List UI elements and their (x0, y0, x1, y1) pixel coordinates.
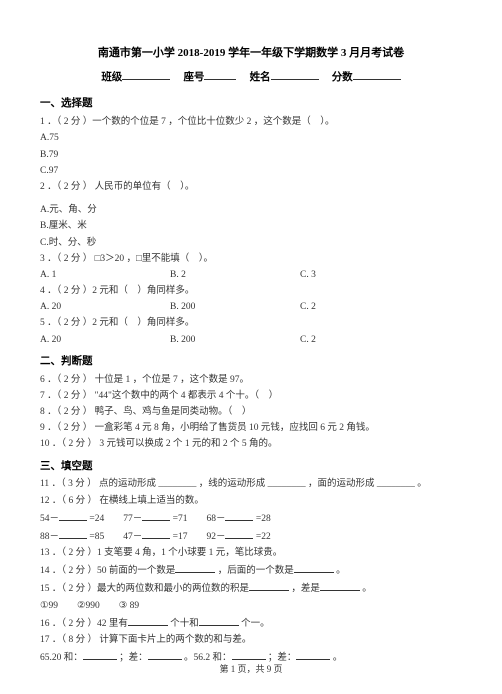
b (142, 528, 170, 539)
section-1-heading: 一、选择题 (40, 96, 462, 113)
q5-opts: A. 20 B. 200 C. 2 (40, 333, 462, 348)
b (294, 562, 334, 573)
q3-opt-c: C. 3 (300, 268, 316, 283)
q2-stem: 2 ．（ 2 分 ） 人民币的单位有（ ）。 (40, 180, 462, 195)
b (148, 649, 182, 660)
seat-blank (204, 69, 236, 80)
seat-label: 座号 (183, 72, 204, 83)
t: =71 68－ (173, 514, 226, 524)
q1-opt-b: B.79 (40, 148, 462, 163)
b (232, 649, 266, 660)
q3-opt-b: B. 2 (170, 268, 300, 283)
q4-stem: 4 ．（ 2 分 ）2 元和（ ）角同样多。 (40, 284, 462, 299)
q9: 9 ．（ 2 分 ） 一盒彩笔 4 元 8 角，小明给了售货员 10 元钱，应找… (40, 421, 462, 436)
b (59, 510, 87, 521)
class-blank (122, 69, 170, 80)
q8: 8 ．（ 2 分 ） 鸭子、鸟、鸡与鱼是同类动物。（ ） (40, 405, 462, 420)
t: 个十和 (170, 619, 199, 629)
b (199, 615, 239, 626)
q5-opt-b: B. 200 (170, 333, 300, 348)
q15: 15 ．（ 2 分 ）最大的两位数和最小的两位数的积是 ，差是 。 (40, 580, 462, 597)
q2-opt-c: C.时、分、秒 (40, 236, 462, 251)
b (320, 580, 360, 591)
q10: 10 ．（ 2 分 ） 3 元钱可以换成 2 个 1 元的和 2 个 5 角的。 (40, 437, 462, 452)
section-2-heading: 二、判断题 (40, 354, 462, 371)
q7: 7 ．（ 2 分 ） "44"这个数中的两个 4 都表示 4 个十。（ ） (40, 389, 462, 404)
section-3-heading: 三、填空题 (40, 459, 462, 476)
t: =22 (256, 532, 271, 542)
t: 88－ (40, 532, 59, 542)
q15-opts: ①99 ②990 ③ 89 (40, 599, 462, 614)
t: 个一。 (241, 619, 270, 629)
q2-opt-a: A.元、角、分 (40, 203, 462, 218)
q5-stem: 5 ．（ 2 分 ）2 元和（ ）角同样多。 (40, 316, 462, 331)
q12a: 12 ．（ 6 分 ） 在横线上填上适当的数。 (40, 494, 462, 509)
q1-opt-a: A.75 (40, 131, 462, 146)
page-title: 南通市第一小学 2018-2019 学年一年级下学期数学 3 月月考试卷 (40, 45, 462, 63)
q1-stem: 1 ．（ 2 分 ）一个数的个位是 7 ，个位比十位数少 2 ，这个数是（ ）。 (40, 115, 462, 130)
q16: 16 ．（ 2 分 ）42 里有 个十和 个一。 (40, 615, 462, 632)
b (59, 528, 87, 539)
t: ，后面的一个数是 (218, 566, 294, 576)
q3-stem: 3 ．（ 2 分 ） □3＞20 ，□里不能填（ ）。 (40, 252, 462, 267)
q4-opt-c: C. 2 (300, 300, 316, 315)
t: 54－ (40, 514, 59, 524)
b (225, 510, 253, 521)
exam-page: 南通市第一小学 2018-2019 学年一年级下学期数学 3 月月考试卷 班级 … (0, 0, 502, 694)
b (225, 528, 253, 539)
t: 。 (336, 566, 346, 576)
t: =24 77－ (89, 514, 142, 524)
t: 14 ．（ 2 分 ）50 前面的一个数是 (40, 566, 175, 576)
q4-opt-a: A. 20 (40, 300, 170, 315)
page-footer: 第 1 页，共 9 页 (0, 662, 502, 676)
q2-opt-b: B.厘米、米 (40, 219, 462, 234)
name-label: 姓名 (250, 72, 271, 83)
q4-opt-b: B. 200 (170, 300, 300, 315)
t: 15 ．（ 2 分 ）最大的两位数和最小的两位数的积是 (40, 584, 249, 594)
t: 16 ．（ 2 分 ）42 里有 (40, 619, 128, 629)
t: =17 92－ (173, 532, 226, 542)
q14: 14 ．（ 2 分 ）50 前面的一个数是 ，后面的一个数是 。 (40, 562, 462, 579)
class-label: 班级 (101, 72, 122, 83)
gap (40, 196, 462, 202)
t: =85 47－ (89, 532, 142, 542)
t: =28 (256, 514, 271, 524)
q5-opt-a: A. 20 (40, 333, 170, 348)
score-blank (353, 69, 401, 80)
q17: 17 ．（ 8 分 ） 计算下面卡片上的两个数的和与差。 (40, 633, 462, 648)
q11: 11 ．（ 3 分 ） 点的运动形成 ________ ，线的运动形成 ____… (40, 477, 462, 492)
q1-opt-c: C.97 (40, 164, 462, 179)
q3-opts: A. 1 B. 2 C. 3 (40, 268, 462, 283)
q4-opts: A. 20 B. 200 C. 2 (40, 300, 462, 315)
b (249, 580, 289, 591)
b (128, 615, 168, 626)
info-row: 班级 座号 姓名 分数 (40, 69, 462, 87)
b (83, 649, 117, 660)
q6: 6 ．（ 2 分 ） 十位是 1 ，个位是 7 ，这个数是 97。 (40, 373, 462, 388)
t: 。 (362, 584, 372, 594)
q5-opt-c: C. 2 (300, 333, 316, 348)
score-label: 分数 (332, 72, 353, 83)
q12-line1: 54－ =24 77－ =71 68－ =28 (40, 510, 462, 527)
b (296, 649, 330, 660)
name-blank (271, 69, 319, 80)
b (175, 562, 215, 573)
q3-opt-a: A. 1 (40, 268, 170, 283)
q13: 13 ．（ 2 分 ）1 支笔要 4 角，1 个小球要 1 元，笔比球贵。 (40, 546, 462, 561)
t: ，差是 (291, 584, 320, 594)
b (142, 510, 170, 521)
q12-line2: 88－ =85 47－ =17 92－ =22 (40, 528, 462, 545)
